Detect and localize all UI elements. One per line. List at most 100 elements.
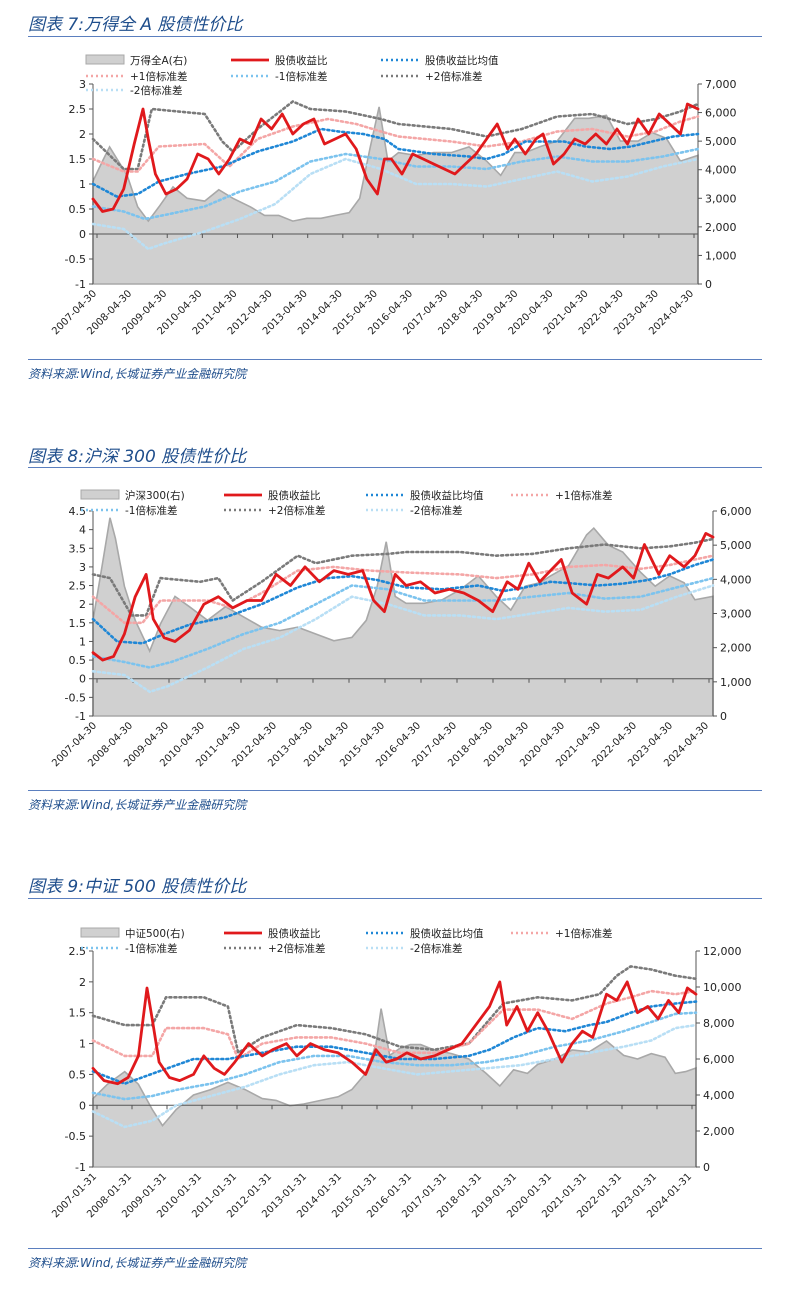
left-tick-label: 0 — [79, 1099, 86, 1112]
legend-minus1-label: -1倍标准差 — [275, 70, 327, 83]
right-tick-label: 0 — [705, 278, 712, 291]
figure-9-source: 资料来源:Wind,长城证券产业金融研究院 — [28, 1256, 247, 1270]
left-tick-label: 0 — [79, 673, 86, 686]
minus2-line — [91, 157, 700, 251]
legend-ratio-label: 股债收益比 — [268, 927, 321, 940]
left-tick-label: 4 — [79, 524, 86, 537]
right-tick-label: 0 — [703, 1161, 710, 1174]
plus1-line — [91, 989, 698, 1061]
mean-line — [91, 558, 715, 645]
left-tick-label: 1 — [79, 178, 86, 191]
index-area — [92, 1008, 697, 1168]
left-tick-label: 3 — [79, 78, 86, 91]
legend-plus2-label: +2倍标准差 — [268, 504, 325, 517]
figure-7-source: 资料来源:Wind,长城证券产业金融研究院 — [28, 367, 247, 381]
left-tick-label: 3 — [79, 561, 86, 574]
left-tick-label: 4.5 — [69, 505, 87, 518]
left-tick-label: -1 — [75, 278, 86, 291]
right-tick-label: 1,000 — [705, 249, 737, 262]
left-tick-label: 1 — [79, 1038, 86, 1051]
left-tick-label: 2.5 — [69, 945, 87, 958]
right-tick-label: 2,000 — [705, 221, 737, 234]
left-tick-label: 1 — [79, 635, 86, 648]
legend-mean-label: 股债收益比均值 — [425, 54, 499, 67]
right-tick-label: 5,000 — [705, 135, 737, 148]
plus2-line — [91, 965, 698, 1055]
ratio-line — [91, 102, 700, 213]
minus2-line — [91, 1023, 698, 1129]
plus2-line — [91, 537, 715, 617]
left-tick-label: 2.5 — [69, 580, 87, 593]
figure-8-bottom-rule — [28, 790, 762, 791]
figure-8-top-rule — [28, 467, 762, 468]
right-tick-label: 6,000 — [720, 505, 752, 518]
right-tick-label: 12,000 — [703, 945, 742, 958]
figure-9-top-rule — [28, 898, 762, 899]
right-tick-label: 7,000 — [705, 78, 737, 91]
legend-index-label: 沪深300(右) — [125, 489, 185, 502]
legend-plus1-label: +1倍标准差 — [555, 927, 612, 940]
figure-7-top-rule — [28, 36, 762, 37]
minus1-line — [91, 147, 700, 221]
right-tick-label: 2,000 — [703, 1125, 735, 1138]
right-tick-label: 6,000 — [703, 1053, 735, 1066]
legend-mean-label: 股债收益比均值 — [410, 489, 484, 502]
mean-line — [91, 127, 700, 198]
right-tick-label: 2,000 — [720, 642, 752, 655]
figure-8-title: 图表 8:沪深 300 股债性价比 — [28, 447, 247, 467]
left-tick-label: 2 — [79, 598, 86, 611]
right-tick-label: 1,000 — [720, 676, 752, 689]
legend-plus2-label: +2倍标准差 — [268, 942, 325, 955]
right-tick-label: 4,000 — [703, 1089, 735, 1102]
right-tick-label: 0 — [720, 710, 727, 723]
figure-7-title: 图表 7:万得全 A 股债性价比 — [28, 15, 243, 35]
left-tick-label: 0 — [79, 228, 86, 241]
right-tick-label: 3,000 — [705, 192, 737, 205]
legend-ratio-label: 股债收益比 — [275, 54, 328, 67]
figure-9-title: 图表 9:中证 500 股债性价比 — [28, 877, 247, 897]
legend-index-label: 中证500(右) — [125, 927, 185, 940]
legend-index-swatch — [80, 927, 120, 938]
left-tick-label: 1.5 — [69, 1007, 87, 1020]
left-tick-label: 0.5 — [69, 1068, 87, 1081]
left-tick-label: 0.5 — [69, 654, 87, 667]
left-tick-label: -0.5 — [65, 691, 86, 704]
figure-9-chart: 2.5 2 1.5 1 0.5 0 -0.5 -1 12,000 10,000 8,000 6,000… — [50, 927, 742, 1220]
figure-9-bottom-rule — [28, 1248, 762, 1249]
mean-line — [91, 1000, 698, 1085]
legend-index-swatch — [80, 489, 120, 500]
plus1-line — [91, 554, 715, 625]
right-tick-label: 6,000 — [705, 107, 737, 120]
left-tick-label: -1 — [75, 710, 86, 723]
right-tick-label: 3,000 — [720, 608, 752, 621]
figure-8-chart: 4.5 4 3.5 3 2.5 2 1.5 1 0.5 0 -0.5 -1 6,000 5,000 4,00… — [50, 489, 752, 769]
right-tick-label: 4,000 — [705, 164, 737, 177]
left-tick-label: 2 — [79, 128, 86, 141]
left-tick-label: -0.5 — [65, 1130, 86, 1143]
index-area — [92, 517, 714, 717]
legend-index-swatch — [85, 54, 125, 65]
legend-minus2-label: -2倍标准差 — [410, 504, 462, 517]
left-tick-label: 2 — [79, 976, 86, 989]
legend-minus2-label: -2倍标准差 — [130, 84, 182, 97]
left-tick-label: -0.5 — [65, 253, 86, 266]
legend-mean-label: 股债收益比均值 — [410, 927, 484, 940]
legend-minus1-label: -1倍标准差 — [125, 504, 177, 517]
legend-minus1-label: -1倍标准差 — [125, 942, 177, 955]
left-tick-label: -1 — [75, 1161, 86, 1174]
legend-plus2-label: +2倍标准差 — [425, 70, 482, 83]
right-tick-label: 4,000 — [720, 573, 752, 586]
left-tick-label: 0.5 — [69, 203, 87, 216]
legend-ratio-label: 股债收益比 — [268, 489, 321, 502]
legend-plus1-label: +1倍标准差 — [555, 489, 612, 502]
legend-minus2-label: -2倍标准差 — [410, 942, 462, 955]
plus2-line — [91, 100, 700, 171]
left-tick-label: 1.5 — [69, 617, 87, 630]
minus1-line — [91, 1011, 698, 1101]
left-tick-label: 1.5 — [69, 153, 87, 166]
figure-8-source: 资料来源:Wind,长城证券产业金融研究院 — [28, 798, 247, 812]
left-tick-label: 2.5 — [69, 103, 87, 116]
right-tick-label: 8,000 — [703, 1017, 735, 1030]
right-tick-label: 10,000 — [703, 981, 742, 994]
right-tick-label: 5,000 — [720, 539, 752, 552]
